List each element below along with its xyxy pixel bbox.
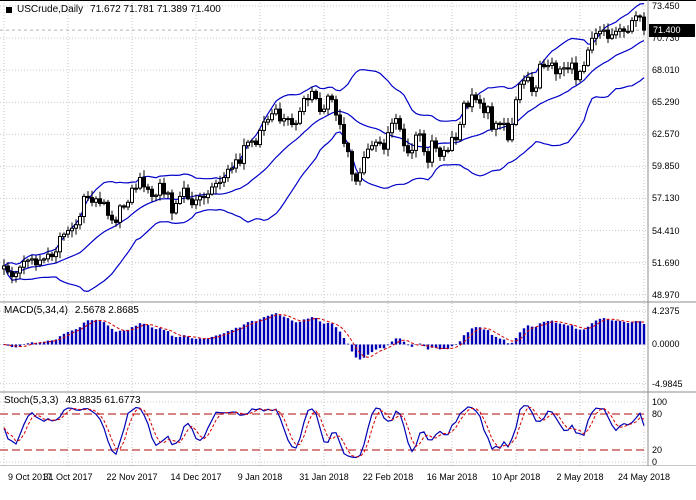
stoch-axis-label: 20	[652, 445, 663, 455]
price-axis-label: 48.970	[652, 290, 680, 300]
macd-axis-label: 4.2375	[652, 306, 680, 316]
stoch-indicator-label: Stoch(5,3,3) 43.8835 61.6773	[4, 395, 141, 406]
date-axis-label: 22 Feb 2018	[362, 472, 414, 482]
stoch-axis-label: 0	[652, 457, 658, 467]
stoch-name: Stoch(5,3,3)	[4, 395, 59, 406]
price-axis-label: 70.730	[652, 33, 680, 43]
macd-values: 2.5678 2.8685	[74, 305, 139, 316]
macd-indicator-label: MACD(5,34,4) 2.5678 2.8685	[4, 305, 139, 316]
stoch-values: 43.8835 61.6773	[65, 395, 141, 406]
price-axis-label: 54.410	[652, 226, 680, 236]
date-axis-label: 9 Jan 2018	[237, 472, 283, 482]
price-axis-label: 62.570	[652, 129, 680, 139]
chart-ohlc-quote: 71.672 71.781 71.389 71.400	[90, 4, 221, 15]
symbol-marker-icon	[6, 6, 12, 13]
bollinger-lower-band	[3, 77, 645, 293]
date-axis-label: 10 Apr 2018	[491, 472, 541, 482]
macd-axis-label: -4.9845	[652, 379, 683, 389]
stoch-axis-label: 80	[652, 409, 663, 419]
macd-axis-label: 0.0000	[652, 339, 680, 349]
date-axis-label: 24 May 2018	[617, 472, 671, 482]
date-axis-label: 16 Mar 2018	[426, 472, 478, 482]
macd-histogram	[2, 313, 646, 360]
stoch-axis-label: 100	[652, 397, 668, 407]
chart-title: USCrude,Daily 71.672 71.781 71.389 71.40…	[6, 4, 221, 15]
price-axis[interactable]: 73.450 70.730 68.010 65.290 62.570 59.850 57.1…	[648, 0, 696, 467]
bollinger-middle-band	[3, 40, 645, 273]
stoch-main-line	[3, 405, 645, 459]
macd-name: MACD(5,34,4)	[4, 305, 68, 316]
bollinger-upper-band	[3, 3, 645, 267]
date-axis-label: 31 Oct 2017	[43, 472, 93, 482]
bull-candles	[2, 15, 638, 278]
date-axis-label: 31 Jan 2018	[299, 472, 349, 482]
date-axis-label: 22 Nov 2017	[106, 472, 158, 482]
bear-candles	[6, 15, 646, 278]
date-axis-label: 2 May 2018	[556, 472, 604, 482]
price-axis-label: 73.450	[652, 1, 680, 11]
current-price-tag: 71.400	[649, 24, 695, 37]
stoch-signal-line	[3, 406, 645, 458]
price-axis-label: 68.010	[652, 65, 680, 75]
price-axis-label: 51.690	[652, 258, 680, 268]
chart-symbol-timeframe: USCrude,Daily	[17, 4, 84, 15]
price-axis-label: 57.130	[652, 193, 680, 203]
date-axis-label: 14 Dec 2017	[170, 472, 222, 482]
macd-signal-line	[3, 314, 645, 358]
price-axis-label: 59.850	[652, 161, 680, 171]
time-axis[interactable]: 9 Oct 2017 31 Oct 2017 22 Nov 2017 14 Dec 2…	[0, 466, 696, 500]
price-axis-label: 65.290	[652, 97, 680, 107]
date-axis-label: 9 Oct 2017	[7, 472, 53, 482]
